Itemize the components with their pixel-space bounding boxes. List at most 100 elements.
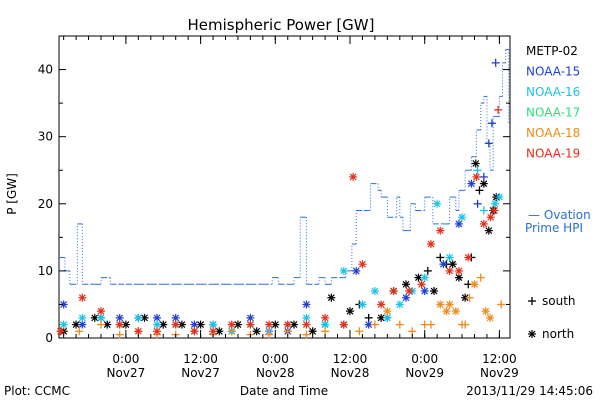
chart-title: Hemispheric Power [GW] <box>188 16 375 34</box>
point-noaa-18-north <box>436 300 445 309</box>
point-metp-02-north <box>252 327 261 336</box>
legend-noaa-19: NOAA-19 <box>526 147 580 161</box>
x-tick-date: Nov27 <box>181 366 220 380</box>
footer-right: 2013/11/29 14:45:06 <box>466 384 593 398</box>
point-metp-02-north <box>90 313 99 322</box>
star-d2 <box>346 307 354 315</box>
point-noaa-15-north <box>420 287 429 296</box>
point-metp-02-north <box>471 159 480 168</box>
point-noaa-18-south <box>97 320 105 329</box>
star-d2 <box>421 287 429 295</box>
point-noaa-15-south <box>479 172 488 181</box>
point-noaa-15-north <box>439 260 448 269</box>
point-metp-02-north <box>430 287 439 296</box>
point-noaa-18-south <box>321 327 330 336</box>
star-d2 <box>485 227 493 235</box>
star-d2 <box>446 301 454 308</box>
point-noaa-19-north <box>389 287 398 296</box>
point-noaa-19-north <box>349 172 358 181</box>
point-noaa-18-south <box>370 320 379 329</box>
star-d2 <box>421 274 429 282</box>
star-d2 <box>352 267 360 275</box>
point-noaa-16-north <box>420 273 429 282</box>
star-d2 <box>97 307 105 315</box>
point-metp-02-north <box>484 226 493 235</box>
star-d2 <box>464 254 472 261</box>
plot-frame <box>58 35 511 339</box>
marker-legend-south: south <box>542 294 576 308</box>
point-noaa-18-south <box>355 327 364 336</box>
star-d2 <box>427 240 435 248</box>
point-metp-02-north <box>402 280 411 289</box>
star-d2 <box>290 321 298 329</box>
star-d2 <box>116 314 124 322</box>
star-d2 <box>491 200 499 208</box>
star-d2 <box>321 314 329 322</box>
star-d2 <box>209 327 217 335</box>
point-noaa-19-north <box>227 320 236 329</box>
point-noaa-19-north <box>426 240 435 249</box>
point-noaa-19-north <box>339 320 348 329</box>
star-d2 <box>487 213 495 221</box>
point-noaa-18-south <box>426 320 435 329</box>
star-d2 <box>172 314 180 322</box>
star-d2 <box>371 287 379 295</box>
star-d2 <box>433 200 441 208</box>
point-noaa-18-south <box>465 293 474 302</box>
point-metp-02-south <box>436 253 445 262</box>
star-d2 <box>471 280 478 288</box>
x-tick-time: 0:00 <box>262 352 289 366</box>
point-noaa-19-north <box>265 320 274 329</box>
point-metp-02-north <box>103 320 112 329</box>
point-noaa-19-north <box>134 327 143 336</box>
point-noaa-19-north <box>490 206 499 215</box>
ovation-label-line1: — Ovation <box>528 208 591 222</box>
star-d2 <box>436 301 444 308</box>
data-markers <box>56 58 506 339</box>
star-d2 <box>418 280 426 288</box>
point-noaa-16-north <box>134 313 143 322</box>
point-metp-02-north <box>479 179 488 188</box>
star-d2 <box>209 321 217 329</box>
star-d2 <box>405 287 413 295</box>
star-d2 <box>495 193 503 201</box>
star-d2 <box>359 301 366 308</box>
x-tick-time: 0:00 <box>112 352 139 366</box>
star-d2 <box>449 260 457 268</box>
point-noaa-15-north <box>454 219 463 228</box>
point-noaa-19-north <box>417 280 426 289</box>
star-d2 <box>390 287 397 295</box>
point-noaa-15-north <box>59 300 68 309</box>
star-d2 <box>480 180 488 188</box>
star-d2 <box>446 254 454 261</box>
star-d2 <box>246 314 254 322</box>
point-noaa-15-north <box>171 313 180 322</box>
point-noaa-18-south <box>265 330 274 339</box>
star-d2 <box>482 307 490 315</box>
star-d2 <box>486 314 494 322</box>
star-d2 <box>60 301 68 308</box>
point-noaa-18-north <box>445 300 454 309</box>
point-metp-02-south <box>423 266 432 275</box>
point-noaa-18-south <box>283 327 292 336</box>
star-d2 <box>253 327 261 335</box>
star-d2 <box>383 307 391 315</box>
point-noaa-15-north <box>246 313 255 322</box>
point-noaa-19-north <box>246 320 255 329</box>
star-d2 <box>396 301 404 308</box>
legend-metp-02: METP-02 <box>526 44 578 58</box>
star-d2 <box>134 314 142 322</box>
point-noaa-16-north <box>495 193 504 202</box>
star-d2 <box>321 321 329 329</box>
star-d2 <box>103 321 111 329</box>
y-axis: 0 10 20 30 40 <box>38 63 510 345</box>
point-noaa-18-north <box>383 307 392 316</box>
point-noaa-16-north <box>97 313 105 322</box>
point-noaa-18-north <box>486 313 495 322</box>
point-noaa-15-north <box>302 300 311 309</box>
star-d2 <box>134 327 142 335</box>
star-d2 <box>458 213 466 221</box>
star-d2 <box>455 267 463 275</box>
point-noaa-15-north <box>78 320 87 329</box>
